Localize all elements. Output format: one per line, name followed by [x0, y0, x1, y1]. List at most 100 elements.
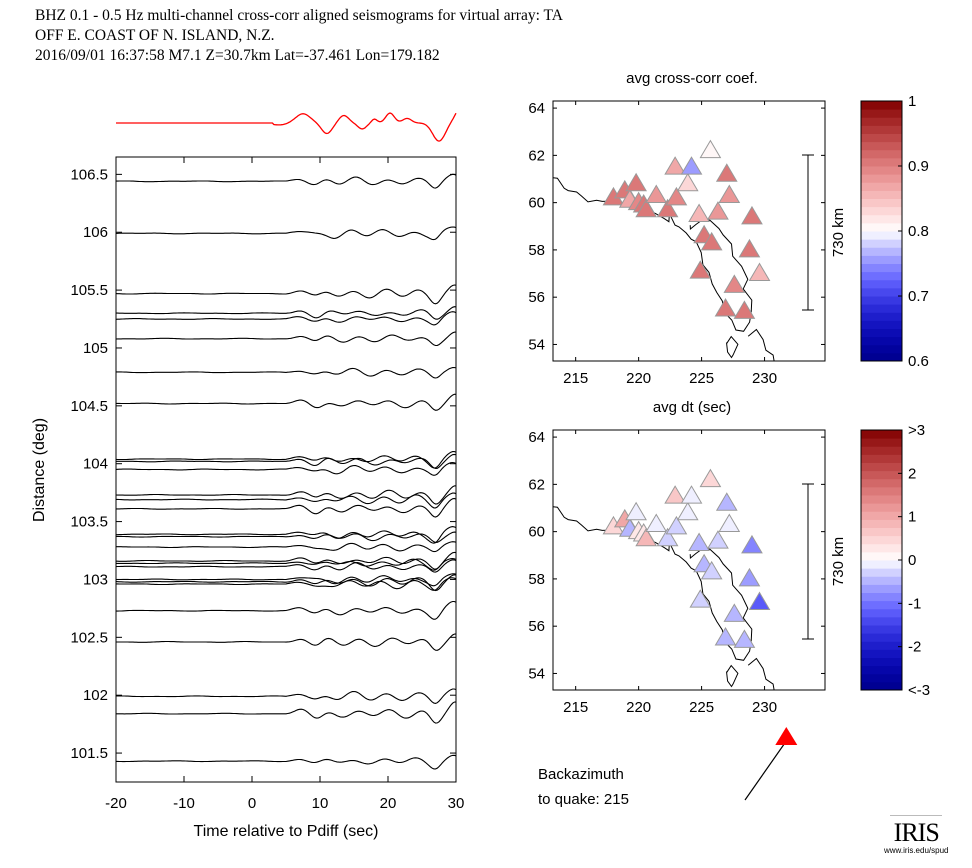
map-x-tick-label: 225 — [689, 699, 714, 716]
colorbar-segment — [861, 190, 902, 199]
seismogram-trace — [116, 173, 457, 189]
x-tick-label: -20 — [105, 795, 127, 812]
seismogram-y-ticks: 101.5 102 102.5 103 103.5 104 104.5 105 105.5 106… — [70, 166, 456, 762]
colorbar-segment — [861, 462, 902, 472]
map-x-tick-label: 230 — [752, 699, 777, 716]
seismogram-trace — [115, 574, 457, 592]
seismogram-trace — [116, 600, 457, 620]
coastline — [553, 177, 753, 332]
seismogram-trace — [115, 451, 457, 469]
station-marker-icon — [656, 198, 679, 218]
colorbar-segment — [861, 312, 902, 321]
colorbar-segment — [861, 117, 902, 126]
iris-url[interactable]: www.iris.edu/spud — [884, 846, 949, 855]
map-x-tick-label: 220 — [626, 699, 651, 716]
station-marker-icon — [733, 300, 756, 319]
colorbar-segment — [861, 681, 902, 691]
map-avg-dt-title: avg dt (sec) — [653, 399, 731, 416]
coastline — [747, 328, 775, 361]
colorbar-tick-label: 2 — [908, 465, 916, 482]
seismogram-trace — [115, 559, 457, 573]
colorbar-segment — [861, 657, 902, 667]
colorbar-tick-label: 0 — [908, 552, 916, 569]
station-marker-icon — [741, 205, 763, 225]
iris-logo-text: IRIS — [893, 818, 940, 847]
y-tick-label: 101.5 — [70, 745, 108, 762]
station-marker-icon — [748, 262, 771, 282]
map-cross-corr-title: avg cross-corr coef. — [626, 70, 758, 87]
seismogram-trace — [116, 688, 457, 704]
seismogram-y-label: Distance (deg) — [31, 418, 48, 522]
map-frame — [552, 100, 826, 362]
colorbar-segment — [861, 625, 902, 634]
map-y-tick-label: 64 — [528, 429, 545, 446]
colorbar-segment — [861, 616, 902, 626]
colorbar-segment — [861, 101, 902, 110]
colorbar-segment — [861, 279, 902, 289]
colorbar-segment — [861, 641, 902, 650]
seismogram-trace — [116, 366, 457, 379]
x-tick-label: 30 — [448, 795, 465, 812]
station-marker-icon — [707, 201, 729, 220]
station-marker-icon — [688, 203, 710, 222]
station-marker-icon — [714, 298, 737, 317]
backazimuth-label: Backazimuth — [538, 766, 624, 783]
seismogram-trace — [116, 497, 457, 518]
colorbar-segment — [861, 352, 902, 362]
seismogram-trace — [116, 492, 457, 509]
iris-logo: IRIS www.iris.edu/spud — [884, 815, 948, 855]
backazimuth-arrow-line — [744, 740, 787, 801]
station-marker-icon — [715, 163, 738, 182]
colorbar-segment — [861, 535, 902, 545]
colorbar-segment — [861, 247, 902, 256]
map-x-tick-label: 215 — [563, 370, 588, 387]
colorbar-segment — [861, 255, 902, 264]
map-y-tick-label: 56 — [528, 289, 545, 306]
station-marker-icon — [645, 184, 668, 204]
seismogram-trace — [115, 226, 457, 241]
station-marker-icon — [715, 492, 738, 511]
colorbar-tick-label: 1 — [908, 93, 916, 110]
colorbar-segment — [861, 239, 902, 248]
station-marker-icon — [718, 513, 741, 533]
colorbar-segment — [861, 304, 902, 313]
seismic-wave-icon — [890, 815, 943, 820]
colorbar-segment — [861, 576, 902, 585]
map-y-tick-label: 62 — [528, 476, 545, 493]
colorbar-segment — [861, 592, 902, 602]
colorbar-segment — [861, 182, 902, 191]
x-tick-label: -10 — [173, 795, 195, 812]
colorbar-segment — [861, 125, 902, 134]
colorbar-tick-label: 0.9 — [908, 158, 929, 175]
seismogram-trace — [116, 526, 457, 544]
colorbar-segment — [861, 438, 902, 447]
coastline — [726, 664, 739, 688]
colorbar-segment — [861, 511, 902, 520]
backazimuth-indicator — [744, 727, 798, 801]
y-tick-label: 105 — [83, 340, 108, 357]
seismogram-frame — [115, 156, 457, 783]
colorbar-segment — [861, 568, 902, 577]
colorbar-segment — [861, 600, 902, 610]
colorbar-segment — [861, 271, 902, 281]
colorbar-segment — [861, 231, 902, 240]
colorbar-segment — [861, 527, 902, 537]
colorbar-segment — [861, 149, 902, 159]
station-marker-icon — [738, 238, 761, 258]
colorbar-segment — [861, 287, 902, 297]
station-marker-icon — [676, 172, 699, 192]
colorbar-segment — [861, 263, 902, 273]
seismogram-panel: -20 -10 0 10 20 30 101.5102102.5103103.510410… — [31, 112, 465, 840]
station-marker-icon — [738, 567, 761, 587]
colorbar-segment — [861, 198, 902, 208]
colorbar-segment — [861, 551, 902, 561]
colorbar-segment — [861, 446, 902, 455]
map-x-tick-label: 230 — [752, 370, 777, 387]
station-marker-icon — [741, 534, 763, 554]
quake-direction-marker-icon — [775, 727, 798, 746]
colorbar-segment — [861, 560, 902, 569]
scale-bar-label: 730 km — [830, 537, 847, 586]
seismogram-x-label: Time relative to Pdiff (sec) — [194, 823, 379, 840]
colorbar-tick-label: 0.6 — [908, 353, 929, 370]
